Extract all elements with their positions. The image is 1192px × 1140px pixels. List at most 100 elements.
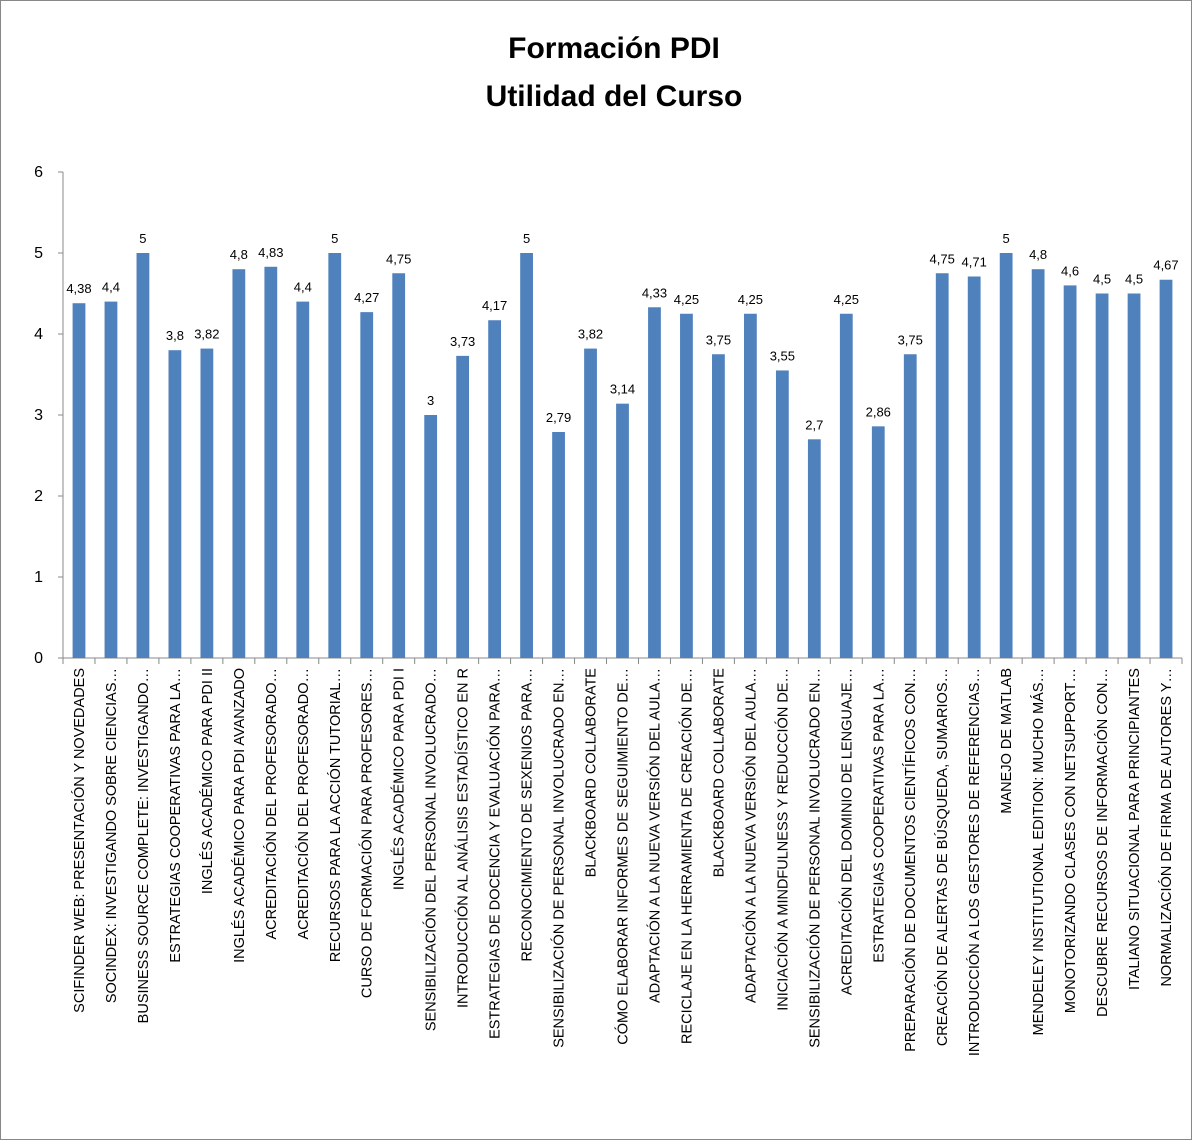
value-label: 2,79: [546, 410, 571, 425]
value-label: 4,83: [258, 245, 283, 260]
x-tick-label: SENSIBILIZACIÓN DE PERSONAL INVOLUCRADO …: [551, 668, 568, 1048]
bar: [1127, 293, 1141, 658]
value-label: 2,7: [805, 417, 823, 432]
x-tick-label: ESTRATEGIAS DE DOCENCIA Y EVALUACIÓN PAR…: [487, 668, 504, 1039]
bar: [839, 313, 853, 658]
y-tick-label: 0: [34, 650, 43, 667]
bar: [200, 348, 214, 658]
bar: [424, 415, 438, 658]
x-tick-label: RECURSOS PARA LA ACCIÓN TUTORIAL…: [327, 668, 344, 962]
value-label: 3,73: [450, 334, 475, 349]
value-label: 3,82: [194, 327, 219, 342]
x-tick-label: INGLÉS ACADÉMICO PARA PDI AVANZADO: [231, 668, 248, 963]
bar: [296, 301, 310, 658]
x-tick-label: SCIFINDER WEB: PRESENTACIÓN Y NOVEDADES: [71, 668, 88, 1013]
x-tick-label: CÓMO ELABORAR INFORMES DE SEGUIMIENTO DE…: [615, 668, 632, 1045]
value-label: 4,5: [1093, 272, 1111, 287]
x-tick-label: INGLÉS ACADÉMICO PARA PDI II: [199, 668, 216, 894]
value-label: 4,17: [482, 298, 507, 313]
x-tick-label: SENSIBILIZACIÓN DE PERSONAL INVOLUCRADO …: [806, 668, 823, 1048]
x-tick-label: ADAPTACIÓN A LA NUEVA VERSIÓN DEL AULA…: [646, 668, 663, 1003]
y-tick-label: 4: [34, 326, 43, 343]
y-tick-label: 1: [34, 569, 43, 586]
bar: [903, 354, 917, 658]
value-label: 3,82: [578, 327, 603, 342]
value-label: 3,8: [166, 328, 184, 343]
bar: [1031, 269, 1045, 658]
bar: [328, 253, 342, 658]
chart-title: Formación PDI: [508, 32, 720, 65]
x-tick-label: PREPARACIÓN DE DOCUMENTOS CIENTÍFICOS CO…: [902, 668, 919, 1052]
value-label: 2,86: [866, 404, 891, 419]
bar: [935, 273, 949, 658]
bar: [616, 403, 629, 658]
bar: [264, 266, 278, 658]
value-label: 4,71: [962, 254, 987, 269]
y-tick-label: 6: [34, 164, 43, 181]
bar: [72, 303, 86, 658]
value-label: 3,75: [898, 332, 923, 347]
bar: [104, 301, 118, 658]
x-tick-label: ADAPTACIÓN A LA NUEVA VERSIÓN DEL AULA…: [742, 668, 759, 1003]
bar: [871, 426, 885, 658]
x-tick-label: RECONOCIMIENTO DE SEXENIOS PARA…: [520, 668, 536, 962]
x-tick-label: CREACIÓN DE ALERTAS DE BÚSQUEDA, SUMARIO…: [934, 668, 951, 1046]
x-tick-label: MENDELEY INSTITUTIONAL EDITION: MUCHO MÁ…: [1030, 668, 1047, 1035]
bar: [1159, 279, 1173, 658]
x-tick-label: INICIACIÓN A MINDFULNESS Y REDUCCIÓN DE…: [774, 668, 791, 1011]
bar: [967, 276, 981, 658]
bar: [648, 307, 661, 658]
x-tick-label: RECICLAJE EN LA HERRAMIENTA DE CREACIÓN …: [678, 668, 695, 1044]
bar: [520, 253, 533, 658]
bar: [552, 432, 565, 658]
bar: [488, 320, 502, 658]
value-label: 5: [523, 231, 530, 246]
value-label: 4,5: [1125, 272, 1143, 287]
chart-title: Utilidad del Curso: [486, 80, 743, 113]
x-tick-label: ACREDITACIÓN DEL DOMINIO DE LENGUAJE…: [838, 668, 855, 995]
value-label: 3: [427, 393, 434, 408]
x-tick-label: ESTRATEGIAS COOPERATIVAS PARA LA…: [168, 668, 184, 963]
x-tick-label: BUSINESS SOURCE COMPLETE: INVESTIGANDO…: [136, 668, 152, 1023]
value-label: 4,8: [230, 247, 248, 262]
value-label: 3,75: [706, 332, 731, 347]
value-label: 4,27: [354, 290, 379, 305]
value-label: 3,55: [770, 348, 795, 363]
x-tick-label: MONOTORIZANDO CLASES CON NETSUPPORT…: [1063, 668, 1079, 1013]
value-label: 4,33: [642, 285, 667, 300]
y-tick-label: 5: [34, 245, 43, 262]
value-label: 4,67: [1153, 258, 1178, 273]
value-label: 4,38: [66, 281, 91, 296]
bar: [807, 439, 821, 658]
bar: [392, 273, 406, 658]
value-label: 5: [1003, 231, 1010, 246]
value-label: 4,4: [294, 280, 312, 295]
bar: [680, 313, 693, 658]
y-tick-label: 2: [34, 488, 43, 505]
bar: [360, 312, 374, 658]
bar: [1095, 293, 1109, 658]
bar: [456, 355, 470, 658]
value-label: 3,14: [610, 382, 635, 397]
value-label: 4,25: [674, 292, 699, 307]
bar: [743, 313, 757, 658]
x-tick-label: ACREDITACIÓN DEL PROFESORADO…: [263, 668, 280, 940]
bar: [775, 370, 789, 658]
x-tick-label: INTRODUCCIÓN A LOS GESTORES DE REFERENCI…: [966, 668, 983, 1056]
value-label: 4,4: [102, 280, 120, 295]
x-tick-label: NORMALIZACIÓN DE FIRMA DE AUTORES Y…: [1158, 668, 1175, 987]
value-label: 4,75: [386, 251, 411, 266]
bar: [999, 253, 1013, 658]
x-tick-label: ESTRATEGIAS COOPERATIVAS PARA LA…: [871, 668, 887, 963]
x-tick-label: DESCUBRE RECURSOS DE INFORMACIÓN CON…: [1094, 668, 1111, 1017]
x-tick-label: BLACKBOARD COLLABORATE: [711, 668, 727, 878]
x-tick-label: MANEJO DE MATLAB: [999, 668, 1015, 814]
value-label: 4,25: [834, 292, 859, 307]
bar: [168, 350, 182, 658]
bar: [584, 348, 597, 658]
x-tick-label: SOCINDEX: INVESTIGANDO SOBRE CIENCIAS…: [104, 668, 120, 1003]
bar: [136, 253, 150, 658]
x-tick-label: INTRODUCCIÓN AL ANÁLISIS ESTADÍSTICO EN …: [455, 668, 472, 1008]
x-tick-label: ITALIANO SITUACIONAL PARA PRINCIPIANTES: [1127, 668, 1143, 990]
